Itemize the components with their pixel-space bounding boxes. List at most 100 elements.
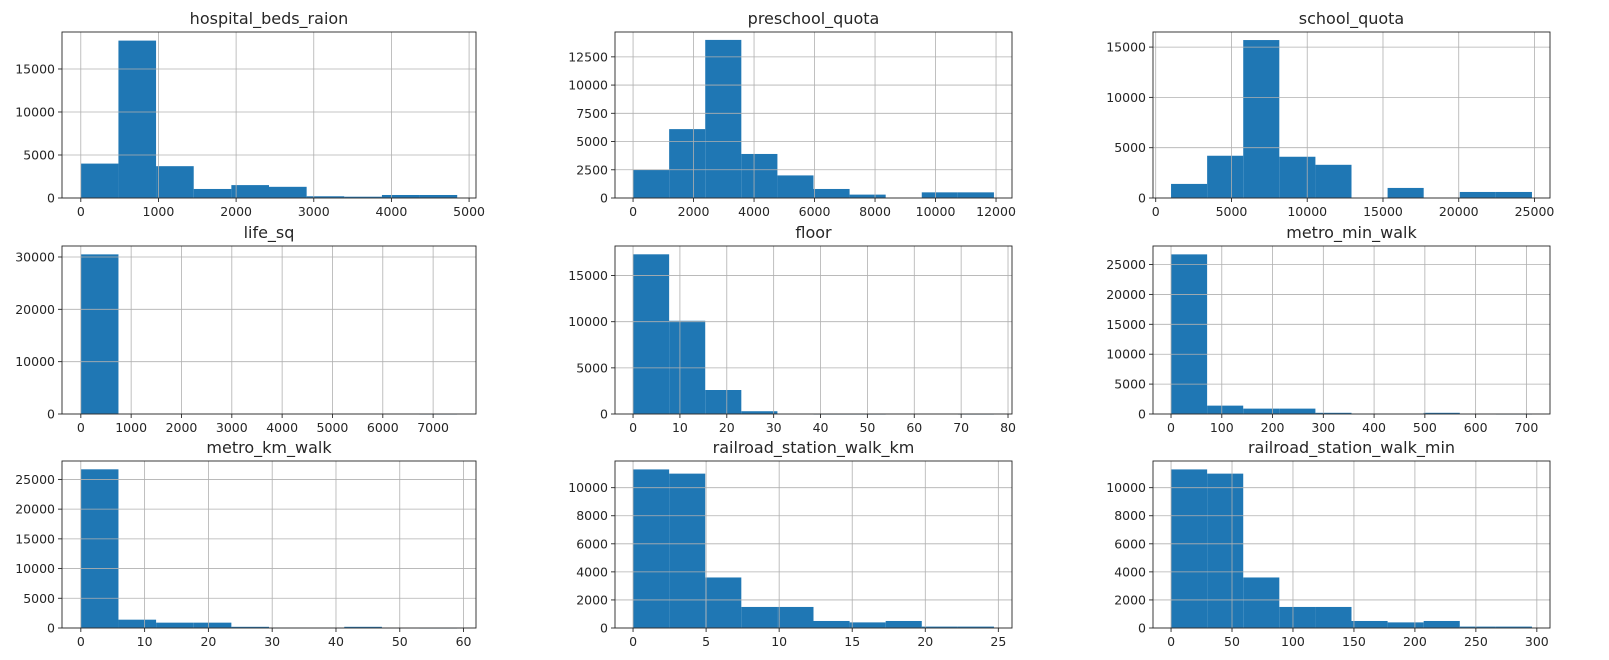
- x-tick-label: 60: [456, 634, 472, 649]
- histogram-bar: [849, 194, 886, 198]
- x-tick-label: 0: [1167, 634, 1175, 649]
- y-tick-label: 5000: [576, 134, 608, 149]
- y-tick-label: 15000: [1106, 317, 1146, 332]
- histogram-bar: [957, 192, 994, 198]
- subplot-metro_km_walk: 0 10 20 30 40 50 60 0 5000 10000 15000 20000 25000 me…: [15, 438, 477, 649]
- histogram-bar: [1207, 155, 1244, 198]
- x-tick-label: 40: [328, 634, 344, 649]
- histogram-bar: [381, 194, 420, 198]
- histogram-bar: [921, 192, 958, 198]
- x-tick-label: 2000: [166, 420, 198, 435]
- y-tick-label: 20000: [15, 502, 55, 517]
- y-tick-label: 5000: [23, 591, 55, 606]
- axes-frame: [614, 460, 1013, 629]
- y-tick-label: 6000: [576, 536, 608, 551]
- subplot-title: preschool_quota: [748, 9, 880, 29]
- y-tick-label: 10000: [1106, 347, 1146, 362]
- x-tick-label: 500: [1413, 420, 1437, 435]
- y-tick-label: 10000: [15, 104, 55, 119]
- y-tick-label: 10000: [15, 354, 55, 369]
- subplot-railroad_station_walk_km: 0 5 10 15 20 25 0 2000 4000 6000 8000 10000 railroad…: [568, 438, 1013, 649]
- subplot-title: metro_km_walk: [206, 438, 332, 458]
- y-tick-label: 15000: [15, 61, 55, 76]
- y-tick-label: 0: [600, 407, 608, 422]
- x-tick-label: 150: [1342, 634, 1366, 649]
- x-tick-label: 2000: [678, 204, 710, 219]
- histogram-bar: [1171, 183, 1208, 198]
- x-tick-label: 7000: [417, 420, 449, 435]
- histogram-bar: [669, 129, 706, 198]
- histogram-bar: [1207, 473, 1244, 628]
- histogram-bar: [705, 577, 742, 628]
- x-tick-label: 20: [917, 634, 933, 649]
- subplot-title: school_quota: [1299, 9, 1404, 29]
- subplot-school_quota: 0 5000 10000 15000 20000 25000 0 5000 10000 15000…: [1106, 9, 1554, 219]
- histogram-bar: [1387, 622, 1424, 628]
- y-tick-label: 0: [600, 621, 608, 636]
- histogram-bar: [669, 320, 706, 414]
- y-tick-label: 30000: [15, 249, 55, 264]
- y-tick-label: 20000: [1106, 287, 1146, 302]
- x-tick-label: 8000: [859, 204, 891, 219]
- histogram-bar: [849, 622, 886, 628]
- histogram-bar: [80, 469, 119, 628]
- histogram-bar: [1279, 156, 1316, 198]
- x-tick-label: 700: [1514, 420, 1538, 435]
- x-tick-label: 15000: [1363, 204, 1403, 219]
- y-tick-label: 10000: [568, 314, 608, 329]
- y-tick-label: 5000: [576, 360, 608, 375]
- y-tick-label: 15000: [568, 268, 608, 283]
- subplot-life_sq: 0 1000 2000 3000 4000 5000 6000 7000 0 10000 20000…: [15, 223, 477, 435]
- histogram-bar: [705, 390, 742, 414]
- x-tick-label: 100: [1281, 634, 1305, 649]
- y-tick-label: 0: [47, 191, 55, 206]
- histogram-bar: [1279, 606, 1316, 628]
- histogram-bar: [193, 622, 232, 628]
- x-tick-label: 5000: [453, 204, 485, 219]
- y-tick-label: 0: [47, 621, 55, 636]
- histogram-bar: [80, 163, 119, 198]
- x-tick-label: 5: [702, 634, 710, 649]
- y-tick-label: 7500: [576, 106, 608, 121]
- x-tick-label: 600: [1464, 420, 1488, 435]
- y-tick-label: 5000: [1114, 140, 1146, 155]
- x-tick-label: 10: [137, 634, 153, 649]
- y-tick-label: 0: [1138, 191, 1146, 206]
- histogram-bar: [633, 169, 670, 198]
- histogram-bar: [957, 626, 994, 628]
- histogram-bar: [306, 196, 345, 198]
- y-tick-label: 10000: [568, 78, 608, 93]
- x-tick-label: 300: [1311, 420, 1335, 435]
- subplot-title: railroad_station_walk_min: [1248, 438, 1455, 458]
- x-tick-label: 20: [719, 420, 735, 435]
- subplot-floor: 0 10 20 30 40 50 60 70 80 0 5000 10000 15000 floor: [568, 223, 1016, 435]
- y-tick-label: 0: [1138, 407, 1146, 422]
- x-tick-label: 10000: [916, 204, 956, 219]
- x-tick-label: 3000: [216, 420, 248, 435]
- histogram-bar: [1315, 606, 1352, 628]
- y-tick-label: 25000: [15, 472, 55, 487]
- y-tick-label: 0: [47, 407, 55, 422]
- histogram-bar: [1495, 191, 1532, 198]
- histogram-bar: [1459, 191, 1496, 198]
- histogram-bar: [1459, 626, 1496, 628]
- x-tick-label: 10: [771, 634, 787, 649]
- histogram-bar: [1423, 620, 1460, 628]
- subplot-title: hospital_beds_raion: [190, 9, 349, 29]
- x-tick-label: 0: [77, 420, 85, 435]
- y-tick-label: 20000: [15, 302, 55, 317]
- x-tick-label: 80: [1000, 420, 1016, 435]
- x-tick-label: 20: [200, 634, 216, 649]
- x-tick-label: 0: [629, 634, 637, 649]
- x-tick-label: 0: [629, 420, 637, 435]
- histogram-bar: [1207, 405, 1244, 414]
- x-tick-label: 30: [264, 634, 280, 649]
- axes-frame: [61, 31, 477, 199]
- subplot-railroad_station_walk_min: 0 50 100 150 200 250 300 0 2000 4000 6000 8000 10000…: [1106, 438, 1551, 649]
- x-tick-label: 50: [392, 634, 408, 649]
- y-tick-label: 2500: [576, 162, 608, 177]
- y-tick-label: 6000: [1114, 536, 1146, 551]
- x-tick-label: 100: [1210, 420, 1234, 435]
- histogram-bar: [1171, 254, 1208, 414]
- x-tick-label: 70: [953, 420, 969, 435]
